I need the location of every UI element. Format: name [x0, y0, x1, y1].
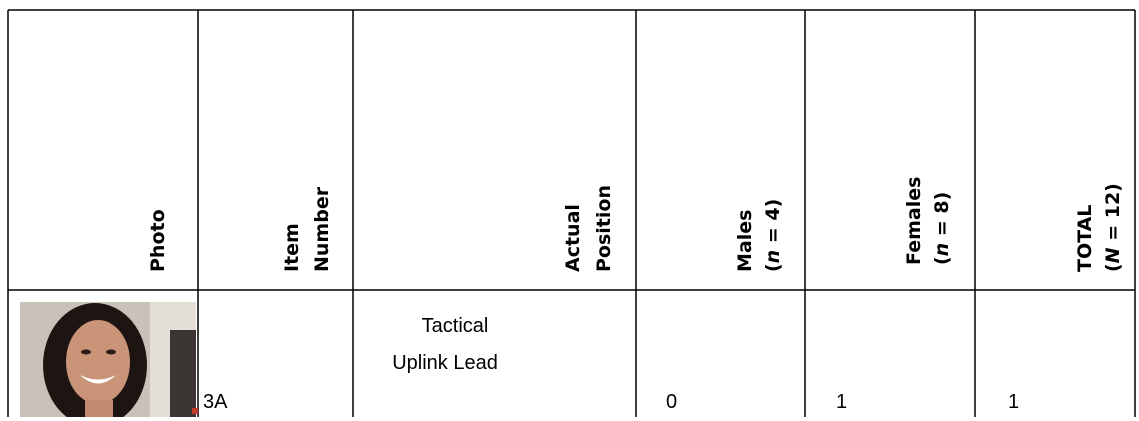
header-cell: (n = 4): [762, 199, 784, 272]
total-count: 1: [1008, 391, 1019, 413]
header-cell: Number: [311, 186, 333, 272]
photo-face: [66, 320, 130, 404]
header-cell: Actual: [562, 204, 584, 272]
header-text: n: [762, 250, 784, 264]
photo-chair: [170, 330, 196, 417]
header-cell: (N = 12): [1102, 183, 1124, 272]
photo-detail: [192, 408, 198, 414]
item-number: 3A: [203, 391, 228, 413]
header-cell: Males: [734, 210, 756, 272]
header-text: (: [762, 263, 784, 272]
header-text: n: [931, 243, 953, 257]
photo-neck: [85, 400, 113, 417]
header-text: (: [931, 256, 953, 265]
header-text: N: [1102, 247, 1124, 263]
photo-eye: [81, 349, 91, 355]
header-text: = 12): [1102, 183, 1124, 247]
photo: [20, 302, 198, 421]
header-cell: Position: [593, 185, 615, 272]
females-count: 1: [836, 391, 847, 413]
header-cell: Females: [903, 177, 925, 265]
position-line: Tactical: [422, 315, 489, 337]
header-cell: Item: [281, 223, 303, 272]
header-cell: Photo: [147, 209, 169, 272]
table-borders: [7, 9, 1136, 417]
males-count: 0: [666, 391, 677, 413]
header-cell: (n = 8): [931, 192, 953, 265]
header-text: (: [1102, 263, 1124, 272]
header-cell: TOTAL: [1074, 205, 1096, 272]
photo-eye: [106, 349, 116, 355]
photo-smile: [80, 375, 116, 384]
position-line: Uplink Lead: [392, 352, 498, 374]
header-text: = 4): [762, 199, 784, 250]
header-text: = 8): [931, 192, 953, 243]
